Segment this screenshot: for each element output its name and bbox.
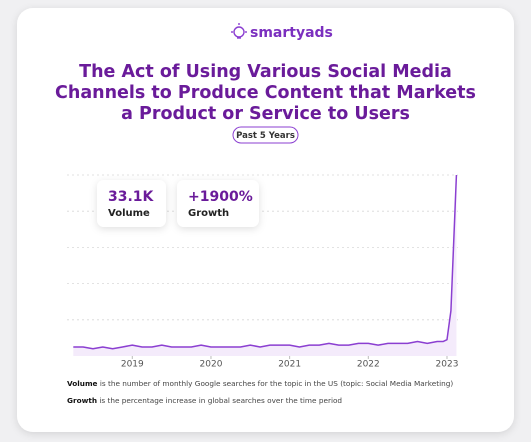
stat-value: +1900% [188,189,253,205]
note-text: is the number of monthly Google searches… [100,379,454,388]
stat-label: Volume [108,208,150,219]
note: Growth is the percentage increase in glo… [67,396,342,405]
logo-icon [231,23,247,39]
card [17,8,514,432]
stat-box [97,180,166,227]
subtitle-pill [232,126,299,144]
line [73,174,458,350]
stat-box [177,180,259,227]
x-tick-label: 2021 [278,360,301,370]
note-term: Growth [67,396,97,405]
x-tick-label: 2022 [357,360,380,370]
note-text: is the percentage increase in global sea… [99,396,342,405]
x-tick-label: 2023 [436,360,459,370]
x-tick-label: 2019 [121,360,144,370]
stat-label: Growth [188,208,229,219]
subtitle: Past 5 Years [236,131,295,141]
note-term: Volume [67,379,98,388]
x-tick-label: 2020 [200,360,223,370]
note: Volume is the number of monthly Google s… [67,379,453,388]
brand: smartyads [250,25,333,41]
chart-title: The Act of Using Various Social Media Ch… [55,62,476,124]
stat-value: 33.1K [108,189,155,205]
